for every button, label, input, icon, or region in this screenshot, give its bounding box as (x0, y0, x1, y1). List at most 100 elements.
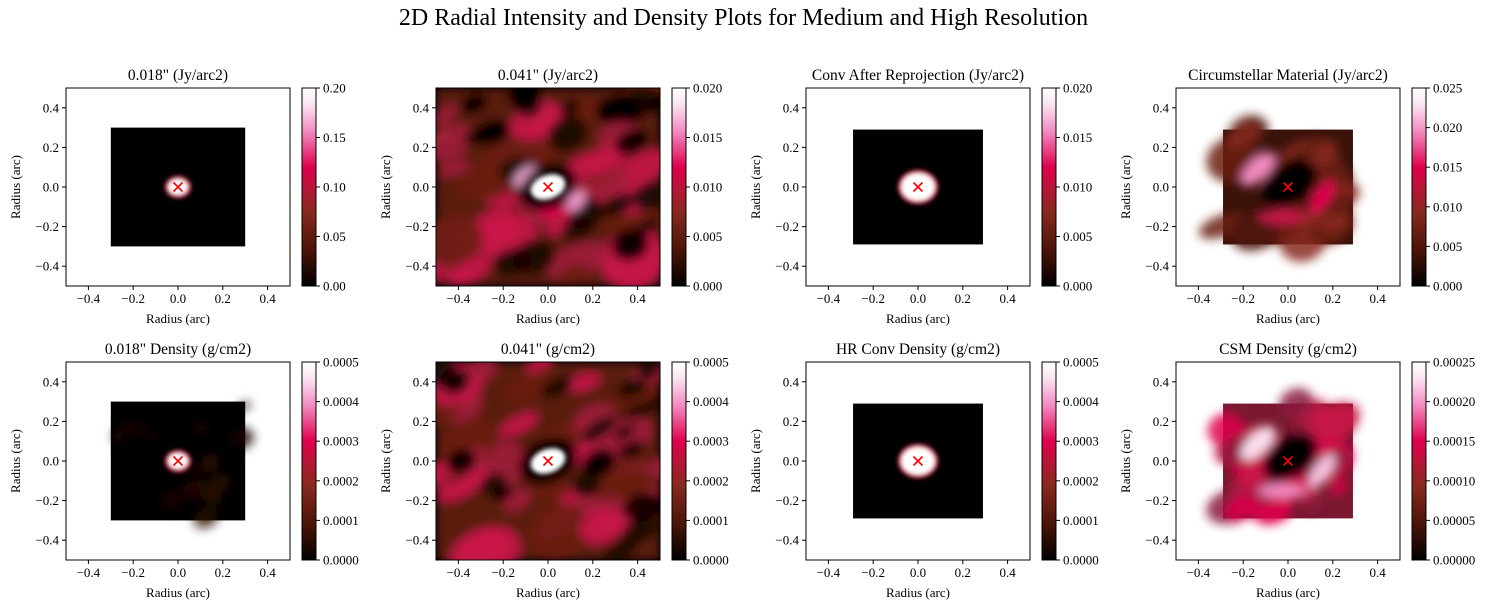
x-tick-label: −0.4 (1187, 291, 1211, 306)
colorbar-tick-label: 0.0005 (323, 355, 359, 370)
colorbar: 0.00000 0.00005 0.00010 0.00015 0.00020 0.000… (1411, 355, 1475, 568)
panel-title: 0.018" Density (g/cm2) (105, 341, 251, 358)
x-tick-label: 0.2 (1325, 291, 1341, 306)
heatmap-image (1198, 115, 1360, 262)
y-tick-label: −0.2 (1145, 493, 1169, 508)
y-axis-label: Radius (arc) (378, 155, 393, 219)
colorbar-tick-label: 0.0000 (1063, 553, 1099, 568)
y-tick-label: 0.0 (783, 454, 799, 469)
x-tick-label: 0.4 (999, 291, 1016, 306)
colorbar-tick-label: 0.010 (1063, 180, 1092, 195)
y-tick-label: 0.2 (413, 414, 429, 429)
center-marker-icon (172, 181, 184, 193)
colorbar-gradient (301, 87, 317, 287)
center-marker-icon (1282, 181, 1294, 193)
x-tick-label: −0.2 (1231, 565, 1255, 580)
y-tick-label: −0.2 (405, 219, 429, 234)
y-tick-label: −0.4 (405, 533, 429, 548)
y-tick-label: 0.2 (1153, 140, 1169, 155)
x-tick-label: −0.2 (491, 291, 515, 306)
colorbar-tick-label: 0.0002 (1063, 473, 1099, 488)
panel-title: HR Conv Density (g/cm2) (836, 341, 1000, 358)
x-tick-label: 0.2 (215, 291, 231, 306)
colorbar: 0.0000 0.0001 0.0002 0.0003 0.0004 0.0005 (671, 355, 729, 568)
colorbar-tick-label: 0.00 (323, 279, 346, 294)
colorbar-tick-label: 0.15 (323, 130, 346, 145)
colorbar: 0.0000 0.0001 0.0002 0.0003 0.0004 0.0005 (1041, 355, 1099, 568)
y-tick-label: −0.2 (405, 493, 429, 508)
y-axis-label: Radius (arc) (378, 429, 393, 493)
y-tick-label: −0.4 (775, 533, 799, 548)
heatmap-image (436, 362, 660, 560)
panel-title: 0.041" (Jy/arc2) (498, 67, 598, 84)
x-tick-label: −0.2 (121, 565, 145, 580)
colorbar-tick-label: 0.020 (1063, 81, 1092, 96)
y-tick-label: −0.2 (775, 493, 799, 508)
x-tick-label: 0.0 (170, 291, 186, 306)
colorbar-tick-label: 0.015 (693, 130, 722, 145)
chart-panel-8: −0.4 −0.4 −0.2 −0.2 0.0 0.0 0.2 0.2 0.4 0.4 CSM De… (1118, 341, 1475, 600)
x-tick-label: 0.0 (910, 565, 926, 580)
panel-title: CSM Density (g/cm2) (1219, 341, 1357, 358)
x-tick-label: 0.4 (259, 565, 276, 580)
x-tick-label: 0.4 (259, 291, 276, 306)
x-axis-label: Radius (arc) (146, 585, 210, 600)
x-tick-label: −0.4 (1187, 565, 1211, 580)
colorbar-tick-label: 0.0004 (693, 394, 729, 409)
colorbar-gradient (1041, 87, 1057, 287)
colorbar-tick-label: 0.00020 (1433, 394, 1475, 409)
colorbar-tick-label: 0.0000 (693, 553, 729, 568)
colorbar-tick-label: 0.0004 (323, 394, 359, 409)
colorbar-tick-label: 0.0003 (693, 434, 729, 449)
colorbar-tick-label: 0.005 (693, 229, 722, 244)
colorbar-tick-label: 0.0002 (693, 473, 729, 488)
x-tick-label: 0.2 (585, 565, 601, 580)
colorbar-gradient (1411, 361, 1427, 561)
panel-title: Conv After Reprojection (Jy/arc2) (812, 67, 1024, 84)
x-tick-label: 0.4 (999, 565, 1016, 580)
colorbar-tick-label: 0.0001 (1063, 513, 1099, 528)
chart-panel-1: −0.4 −0.4 −0.2 −0.2 0.0 0.0 0.2 0.2 0.4 0.4 0.018"… (8, 67, 346, 326)
colorbar-tick-label: 0.000 (1063, 279, 1092, 294)
x-axis-label: Radius (arc) (516, 311, 580, 326)
x-axis-label: Radius (arc) (886, 311, 950, 326)
x-tick-label: 0.4 (1369, 291, 1386, 306)
y-tick-label: 0.2 (783, 140, 799, 155)
x-tick-label: 0.2 (585, 291, 601, 306)
x-tick-label: −0.4 (817, 291, 841, 306)
y-axis-label: Radius (arc) (8, 429, 23, 493)
x-tick-label: 0.2 (955, 291, 971, 306)
y-tick-label: 0.0 (1153, 180, 1169, 195)
y-tick-label: 0.4 (413, 100, 430, 115)
colorbar-tick-label: 0.010 (693, 180, 722, 195)
y-tick-label: 0.4 (783, 374, 800, 389)
colorbar-tick-label: 0.0003 (1063, 434, 1099, 449)
colorbar-tick-label: 0.0001 (693, 513, 729, 528)
y-tick-label: −0.4 (1145, 259, 1169, 274)
colorbar-tick-label: 0.005 (1433, 239, 1462, 254)
y-tick-label: −0.2 (35, 493, 59, 508)
y-tick-label: 0.4 (43, 100, 60, 115)
y-tick-label: 0.2 (43, 414, 59, 429)
colorbar-tick-label: 0.0004 (1063, 394, 1099, 409)
x-tick-label: 0.2 (955, 565, 971, 580)
chart-panel-3: −0.4 −0.4 −0.2 −0.2 0.0 0.0 0.2 0.2 0.4 0.4 Conv A… (748, 67, 1092, 326)
colorbar-gradient (671, 361, 687, 561)
x-axis-label: Radius (arc) (1256, 311, 1320, 326)
colorbar-tick-label: 0.000 (1433, 279, 1462, 294)
y-axis-label: Radius (arc) (8, 155, 23, 219)
y-axis-label: Radius (arc) (748, 155, 763, 219)
x-tick-label: 0.0 (1280, 565, 1296, 580)
colorbar-gradient (1041, 361, 1057, 561)
x-tick-label: −0.2 (1231, 291, 1255, 306)
center-marker-icon (172, 455, 184, 467)
chart-panel-2: −0.4 −0.4 −0.2 −0.2 0.0 0.0 0.2 0.2 0.4 0.4 0.041"… (378, 67, 722, 326)
y-tick-label: 0.4 (783, 100, 800, 115)
colorbar: 0.000 0.005 0.010 0.015 0.020 (671, 81, 722, 294)
y-axis-label: Radius (arc) (1118, 429, 1133, 493)
colorbar-tick-label: 0.00000 (1433, 553, 1475, 568)
colorbar-tick-label: 0.000 (693, 279, 722, 294)
x-tick-label: 0.0 (170, 565, 186, 580)
colorbar-tick-label: 0.0005 (693, 355, 729, 370)
